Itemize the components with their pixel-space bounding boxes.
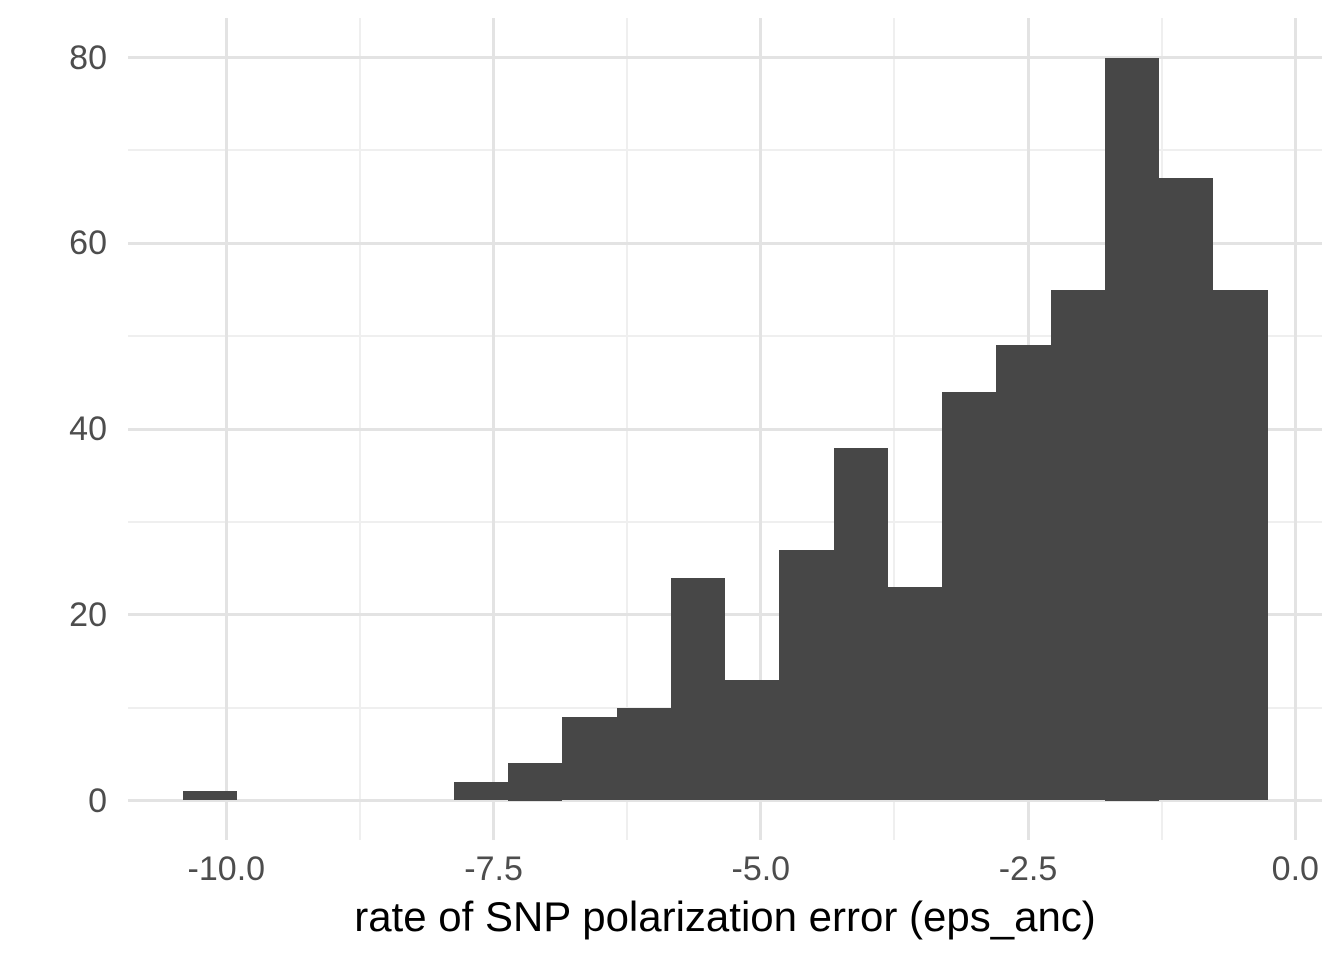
x-tick-label: -7.5: [464, 850, 523, 888]
y-tick-label: 60: [69, 224, 107, 263]
histogram-bar: [1159, 178, 1214, 801]
histogram-bar: [453, 781, 509, 801]
histogram-bar: [887, 586, 943, 801]
gridline-y-minor: [128, 149, 1322, 152]
histogram-bar: [182, 791, 237, 801]
plot-panel: [128, 18, 1322, 840]
histogram-bar: [1104, 57, 1160, 801]
y-tick-label: 20: [69, 595, 107, 634]
histogram-bar: [996, 345, 1051, 801]
gridline-y-minor: [128, 520, 1322, 523]
y-tick-label: 80: [69, 38, 107, 77]
histogram-bar: [942, 391, 997, 801]
x-axis-title: rate of SNP polarization error (eps_anc): [354, 893, 1096, 940]
x-tick-label: -2.5: [998, 850, 1058, 888]
x-tick-label: 0.0: [1271, 850, 1319, 888]
histogram-bar: [725, 679, 780, 801]
x-tick-label: -10.0: [187, 850, 266, 888]
histogram-bar: [562, 716, 617, 801]
histogram-bar: [616, 707, 671, 801]
gridline-y-major: [128, 799, 1322, 802]
gridline-y-major: [128, 427, 1322, 431]
x-tick-label: -5.0: [731, 850, 791, 888]
histogram-bar: [508, 763, 563, 801]
histogram-bar: [670, 577, 726, 801]
gridline-y-major: [128, 56, 1322, 59]
y-tick-label: 40: [69, 410, 107, 448]
y-tick-label: 0: [88, 781, 107, 820]
gridline-y-major: [128, 241, 1322, 245]
gridline-y-minor: [128, 335, 1322, 338]
histogram-bar: [1050, 289, 1105, 801]
histogram-bar: [1213, 289, 1268, 801]
histogram-bar: [833, 447, 888, 801]
histogram-bar: [779, 549, 834, 801]
